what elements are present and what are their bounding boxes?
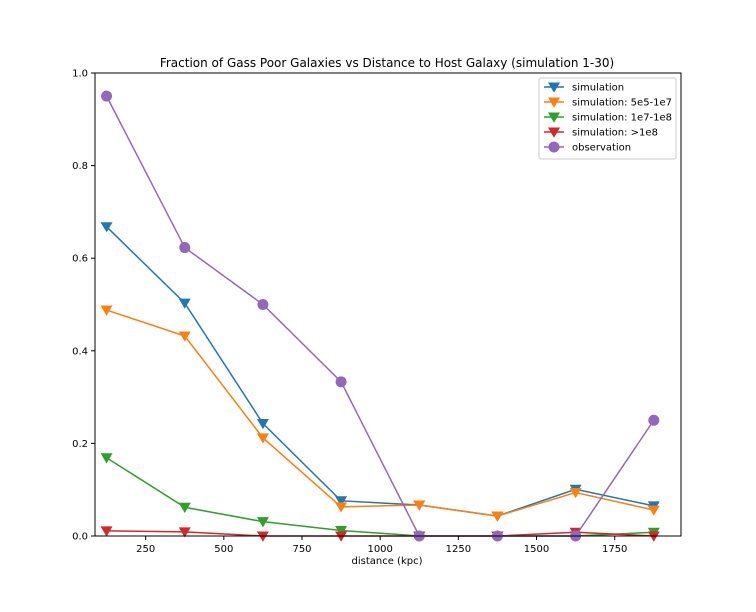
legend: simulation simulation: 5e5-1e7 simulation:…	[538, 77, 677, 160]
axes-frame	[94, 72, 682, 537]
x-tick-label: 1250	[446, 544, 471, 555]
x-axis-label: distance (kpc)	[352, 556, 423, 567]
data-point	[100, 453, 113, 464]
x-tick-label: 250	[136, 544, 155, 555]
legend-marker	[548, 97, 560, 108]
legend-entry: simulation: 5e5-1e7	[544, 97, 672, 109]
data-point	[178, 298, 191, 309]
data-point	[100, 526, 113, 537]
data-point	[179, 242, 191, 254]
legend-label: simulation: 5e5-1e7	[572, 98, 672, 109]
y-axis: 0.0 0.2 0.4 0.6 0.8 1.0	[72, 69, 95, 543]
legend-entry: observation	[544, 141, 631, 154]
legend-marker	[548, 82, 560, 93]
x-tick-label: 750	[292, 544, 311, 555]
series-1	[100, 305, 660, 522]
data-point	[256, 517, 269, 528]
data-point	[335, 502, 348, 513]
data-point	[647, 505, 660, 516]
legend-label: simulation: >1e8	[572, 128, 658, 139]
data-point	[491, 511, 504, 522]
data-point	[569, 487, 582, 499]
legend-label: observation	[572, 143, 631, 154]
data-point	[101, 90, 113, 102]
data-point	[413, 500, 426, 511]
y-tick-label: 0.0	[72, 532, 88, 543]
data-point	[648, 414, 660, 426]
series-line	[106, 226, 654, 517]
y-tick-label: 0.6	[72, 254, 88, 265]
x-tick-label: 1500	[524, 544, 549, 555]
legend-label: simulation: 1e7-1e8	[572, 113, 672, 124]
x-tick-label: 500	[214, 544, 233, 555]
y-tick-label: 0.2	[72, 439, 88, 450]
y-tick-label: 0.4	[72, 346, 88, 357]
y-tick-label: 0.8	[72, 161, 88, 172]
data-point	[178, 331, 191, 342]
data-point	[256, 531, 269, 542]
data-point	[178, 527, 191, 538]
legend-entry: simulation: >1e8	[544, 127, 658, 139]
data-point	[178, 502, 191, 513]
data-point	[335, 525, 348, 537]
legend-entry: simulation	[544, 82, 624, 94]
legend-marker	[548, 141, 560, 153]
y-tick-label: 1.0	[72, 69, 88, 80]
data-point	[256, 433, 269, 444]
data-point	[335, 531, 348, 542]
legend-marker	[548, 127, 560, 138]
data-point	[335, 376, 347, 388]
legend-entry: simulation: 1e7-1e8	[544, 112, 672, 124]
data-point	[100, 222, 113, 233]
data-point	[335, 496, 348, 507]
legend-marker	[548, 112, 560, 123]
series-line	[106, 309, 654, 517]
legend-box	[538, 77, 677, 160]
data-point	[100, 305, 113, 316]
x-tick-label: 1000	[367, 544, 392, 555]
x-tick-label: 1750	[602, 544, 627, 555]
data-point	[257, 299, 269, 310]
data-point	[256, 418, 269, 430]
data-point	[647, 531, 660, 542]
chart-title: Fraction of Gass Poor Galaxies vs Distan…	[160, 56, 614, 70]
x-axis: 250 500 750 1000 1250 1500 1750	[136, 536, 627, 555]
legend-label: simulation	[572, 83, 624, 94]
